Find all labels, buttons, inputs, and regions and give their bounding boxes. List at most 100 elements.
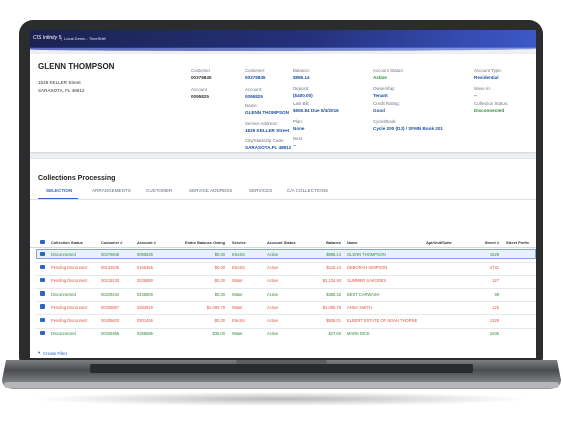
cell: Active (267, 278, 279, 284)
cell: $2,080.78 (322, 304, 341, 310)
environment: Local Demo - TimeShift (64, 35, 106, 41)
tab[interactable]: SELECTION (46, 188, 73, 193)
cell: Active (267, 304, 279, 310)
column-header: Entire Balance Owing (185, 240, 225, 245)
row-checkbox[interactable] (40, 277, 45, 283)
cell: Pending Disconnect (51, 304, 88, 310)
cell: 00229434 (101, 291, 120, 297)
cell: DEBORAH SIMPSON (347, 265, 388, 271)
row-divider (36, 327, 536, 329)
cell: 0155465 (137, 265, 153, 271)
laptop-base (2, 360, 561, 389)
field-value: 1629 KELLER Street (245, 127, 290, 133)
row-highlight (36, 248, 536, 259)
cell: 00379845 (101, 252, 120, 257)
field-label: Deposit: (293, 86, 310, 91)
cell: Active (267, 265, 279, 271)
column-header: Name (347, 240, 358, 245)
field-value: -- (474, 92, 478, 98)
address-line: SARASOTA, FL 48912 (38, 88, 85, 93)
cell: MARK DICE (347, 331, 370, 337)
field-value: Active (373, 74, 387, 80)
create-filter[interactable]: Create Filter (43, 350, 68, 356)
field-label: Customer (191, 68, 211, 73)
field-value: None (293, 125, 305, 131)
field-label: City/State/Zip Code: (245, 138, 285, 143)
filter-icon: ▾ (38, 350, 41, 355)
row-divider (36, 314, 536, 315)
cell: Water (232, 304, 243, 310)
cell: BEST CARWASH (347, 291, 380, 297)
cell: Electric (232, 318, 246, 323)
field-label: Customer: (245, 68, 266, 73)
row-checkbox[interactable] (40, 304, 45, 309)
tab[interactable]: SERVICE ADDRESS (189, 188, 233, 193)
cell: 98 (494, 291, 499, 297)
field-label: Account (191, 87, 207, 92)
cell: $115.13 (326, 265, 342, 271)
cell: Active (267, 252, 279, 257)
field-value: Tenant (373, 92, 388, 98)
field-label: Cycle/Book: (373, 119, 397, 124)
cell: 1629 (489, 252, 499, 257)
section-title: Collections Processing (38, 175, 116, 182)
row-checkbox[interactable] (40, 264, 45, 270)
field-label: Service Address: (245, 121, 278, 126)
field-value: $886.14 (293, 74, 310, 80)
cell: $0.00 (214, 252, 225, 257)
column-header: Account # (137, 240, 156, 245)
cell: 00405603 (101, 318, 120, 323)
row-divider (36, 261, 536, 263)
cell: $36.00 (212, 331, 225, 337)
cell: 126 (492, 304, 499, 310)
cell: $2,080.78 (206, 304, 225, 310)
field-value: ($400.00) (293, 92, 313, 98)
field-value: Good (373, 107, 385, 113)
keyboard-strip (90, 364, 473, 373)
cell: Electric (232, 265, 246, 271)
field-value: 00379845 (245, 74, 266, 80)
field-label: Collection Status: (474, 101, 509, 106)
customer-name: GLENN THOMPSON (38, 62, 115, 71)
address-line: 1629 KELLER Street (38, 80, 81, 85)
row-checkbox[interactable] (40, 291, 45, 296)
row-divider (36, 301, 536, 302)
header-divider (30, 247, 536, 248)
column-header: Service (232, 240, 246, 245)
tab[interactable]: CUSTOMER (146, 188, 173, 193)
field-label: Ownership: (373, 86, 396, 91)
divider (30, 158, 536, 159)
cell: $508.01 (326, 318, 341, 323)
cell: $0.00 (214, 265, 225, 271)
column-header: Balance (326, 240, 341, 245)
field-label: Move In: (474, 86, 491, 91)
cell: ELBERT ESTATE OF NOAH THORNE (347, 318, 418, 323)
field-value: Cycle 200 (DJ) / SFMN Book 201 (373, 125, 443, 131)
cell: $0.00 (214, 291, 225, 297)
cell: Active (267, 291, 279, 297)
row-checkbox[interactable] (40, 251, 45, 256)
field-label: Credit Rating: (373, 101, 400, 106)
row-checkbox[interactable] (40, 317, 45, 322)
field-value: $650.84 Due 5/3/2016 (293, 107, 339, 113)
field-value: 00379845 (191, 74, 212, 80)
field-value: SARASOTA,FL 48912 (245, 144, 292, 150)
cell: 127 (492, 278, 499, 284)
header-checkbox[interactable] (40, 239, 45, 244)
cell: 0293819 (137, 304, 153, 310)
row-checkbox[interactable] (40, 330, 45, 336)
tab[interactable]: SERVICES (249, 188, 273, 193)
field-value: GLENN THOMPSON (245, 109, 289, 115)
customer-card: GLENN THOMPSON 1629 KELLER Street SARASOTA… (30, 54, 536, 152)
cell: 4731 (489, 265, 499, 271)
tab[interactable]: C/A COLLECTIONS (287, 188, 329, 193)
cell: $0.00 (214, 278, 225, 284)
tab[interactable]: ARRANGEMENTS (92, 188, 131, 193)
column-header: Collection Status (51, 240, 83, 245)
cell: 00219130 (101, 278, 120, 284)
cell: 0295895 (137, 331, 153, 337)
cell: ANNA SMITH (347, 304, 373, 310)
cell: Pending Disconnect (51, 265, 88, 271)
cell: GLENN THOMPSON (347, 252, 386, 257)
screen: CIS Infinity 5 | Local Demo - TimeShift … (30, 30, 536, 358)
